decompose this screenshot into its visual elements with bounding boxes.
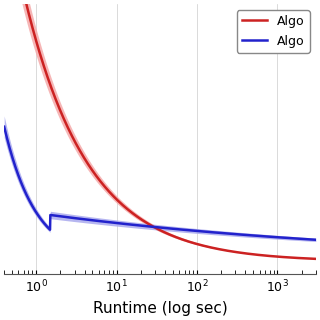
Line: Algo: Algo <box>4 0 316 259</box>
Algo <box>314 257 318 261</box>
Algo <box>34 38 38 42</box>
Legend: Algo, Algo: Algo, Algo <box>237 11 309 53</box>
Algo <box>140 218 143 221</box>
Algo <box>216 231 220 235</box>
Line: Algo: Algo <box>4 127 316 240</box>
Algo <box>245 233 249 237</box>
Algo <box>34 210 38 214</box>
X-axis label: Runtime (log sec): Runtime (log sec) <box>92 301 228 316</box>
Algo <box>251 252 255 256</box>
Algo <box>128 223 132 227</box>
Algo <box>314 238 318 242</box>
Algo <box>216 247 220 251</box>
Algo <box>140 224 143 228</box>
Algo <box>128 210 132 213</box>
Algo <box>251 234 255 237</box>
Algo <box>245 252 249 256</box>
Algo <box>2 125 6 129</box>
